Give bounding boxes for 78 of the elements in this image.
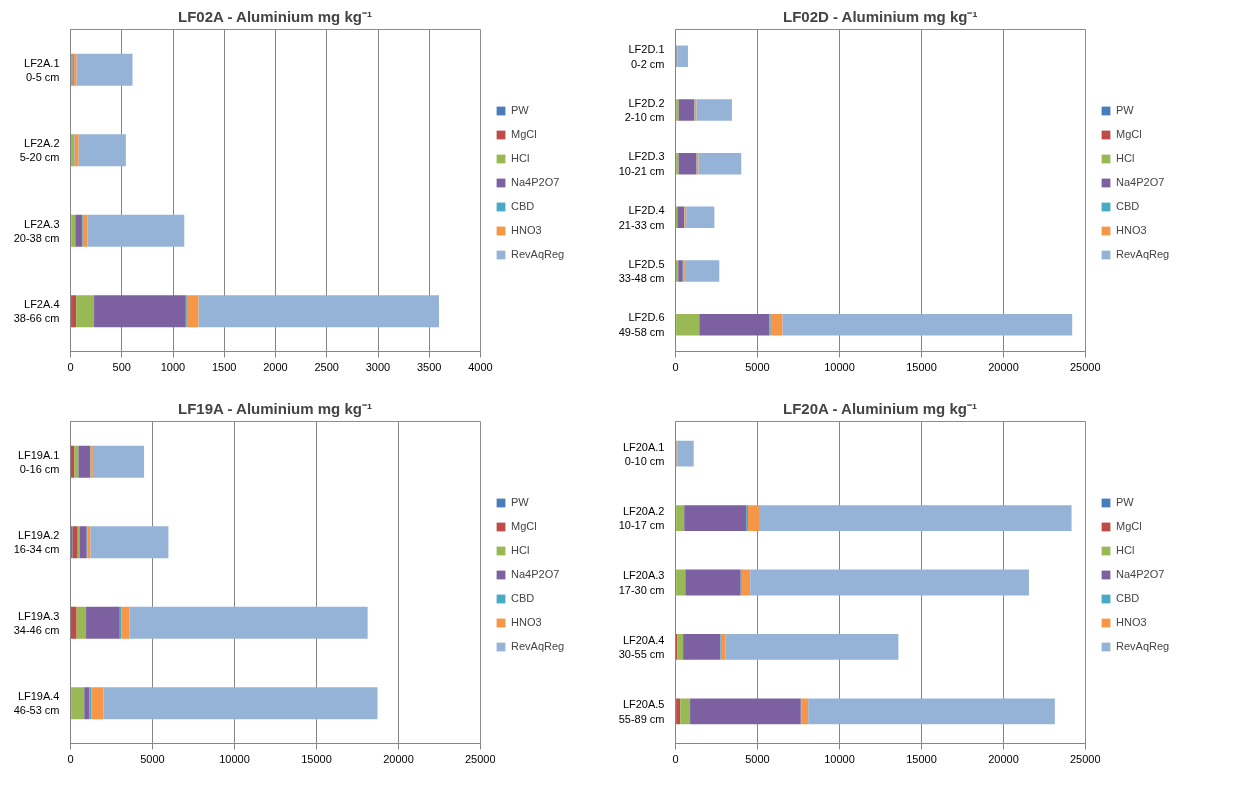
x-tick-label: 0 <box>672 752 679 765</box>
x-tick-label: 0 <box>672 360 679 373</box>
legend-label: CBD <box>511 200 535 212</box>
x-tick-label: 25000 <box>464 752 496 765</box>
legend-label: PW <box>1116 496 1135 508</box>
legend-label: RevAqReg <box>511 248 565 260</box>
legend-label: HCl <box>511 544 531 556</box>
x-tick-label: 0 <box>67 752 74 765</box>
y-tick-label: LF19A.3 34-46 cm <box>13 609 60 636</box>
y-tick-label: LF2A.2 5-20 cm <box>19 137 60 164</box>
legend-label: Na4P2O7 <box>511 176 560 188</box>
y-tick-label: LF2D.6 49-58 cm <box>618 311 665 338</box>
y-tick-label: LF2D.1 0-2 cm <box>628 43 665 70</box>
y-tick-label: LF19A.2 16-34 cm <box>13 529 60 556</box>
x-tick-label: 15000 <box>906 752 937 765</box>
x-tick-label: 3500 <box>417 360 442 373</box>
x-tick-label: 10000 <box>824 752 855 765</box>
x-tick-label: 5000 <box>745 752 770 765</box>
x-tick-label: 25000 <box>1069 752 1101 765</box>
legend-label: PW <box>511 496 530 508</box>
y-tick-label: LF20A.1 0-10 cm <box>622 440 665 467</box>
legend-label: HCl <box>511 152 531 164</box>
legend-label: CBD <box>1116 592 1140 604</box>
legend-label: MgCl <box>1116 128 1142 140</box>
y-tick-label: LF20A.4 30-55 cm <box>618 633 665 661</box>
x-tick-label: 1000 <box>160 360 186 373</box>
x-tick-label: 10000 <box>824 360 855 373</box>
legend-label: HNO3 <box>1116 224 1147 236</box>
y-tick-label: LF2D.4 21-33 cm <box>618 204 665 231</box>
x-tick-label: 3000 <box>365 360 391 373</box>
chart-title: LF02D - Aluminium mg kg⁻¹ <box>783 7 978 25</box>
legend-label: Na4P2O7 <box>511 568 560 580</box>
legend-label: MgCl <box>511 128 537 140</box>
chart-title: LF02A - Aluminium mg kg⁻¹ <box>178 7 372 25</box>
legend-label: HNO3 <box>511 224 542 236</box>
y-tick-label: LF2A.1 0-5 cm <box>24 56 60 83</box>
legend-label: PW <box>511 104 530 116</box>
y-tick-label: LF2D.3 10-21 cm <box>618 150 665 177</box>
x-tick-label: 5000 <box>140 752 165 765</box>
y-tick-label: LF2A.3 20-38 cm <box>13 217 60 244</box>
y-tick-label: LF2A.4 38-66 cm <box>13 298 60 325</box>
x-tick-label: 20000 <box>383 752 414 765</box>
legend-label: HCl <box>1116 152 1136 164</box>
x-tick-label: 25000 <box>1069 360 1101 373</box>
y-tick-label: LF2D.2 2-10 cm <box>624 96 665 124</box>
legend-label: CBD <box>511 592 535 604</box>
x-tick-label: 2000 <box>263 360 288 373</box>
legend-label: HNO3 <box>1116 616 1147 628</box>
legend-label: Na4P2O7 <box>1116 568 1165 580</box>
legend-label: MgCl <box>1116 520 1142 532</box>
y-tick-label: LF20A.5 55-89 cm <box>618 698 665 725</box>
x-tick-label: 2500 <box>314 360 339 373</box>
x-tick-label: 1500 <box>212 360 237 373</box>
x-tick-label: 10000 <box>219 752 250 765</box>
legend-label: Na4P2O7 <box>1116 176 1165 188</box>
legend-label: HCl <box>1116 544 1136 556</box>
legend-label: RevAqReg <box>1116 640 1170 652</box>
legend-label: CBD <box>1116 200 1140 212</box>
legend-label: PW <box>1116 104 1135 116</box>
x-tick-label: 4000 <box>468 360 493 373</box>
x-tick-label: 15000 <box>906 360 937 373</box>
x-tick-label: 500 <box>112 360 131 373</box>
y-tick-label: LF20A.3 17-30 cm <box>618 569 665 596</box>
legend-label: RevAqReg <box>1116 248 1170 260</box>
legend-label: HNO3 <box>511 616 542 628</box>
chart-title: LF20A - Aluminium mg kg⁻¹ <box>783 399 977 417</box>
x-tick-label: 20000 <box>988 752 1019 765</box>
chart-title: LF19A - Aluminium mg kg⁻¹ <box>178 399 372 417</box>
x-tick-label: 15000 <box>301 752 332 765</box>
y-tick-label: LF19A.1 0-16 cm <box>17 448 60 475</box>
legend-label: MgCl <box>511 520 537 532</box>
x-tick-label: 20000 <box>988 360 1019 373</box>
y-tick-label: LF20A.2 10-17 cm <box>618 504 665 532</box>
x-tick-label: 0 <box>67 360 74 373</box>
y-tick-label: LF19A.4 46-53 cm <box>13 690 60 717</box>
y-tick-label: LF2D.5 33-48 cm <box>618 257 665 285</box>
legend-label: RevAqReg <box>511 640 565 652</box>
x-tick-label: 5000 <box>745 360 770 373</box>
